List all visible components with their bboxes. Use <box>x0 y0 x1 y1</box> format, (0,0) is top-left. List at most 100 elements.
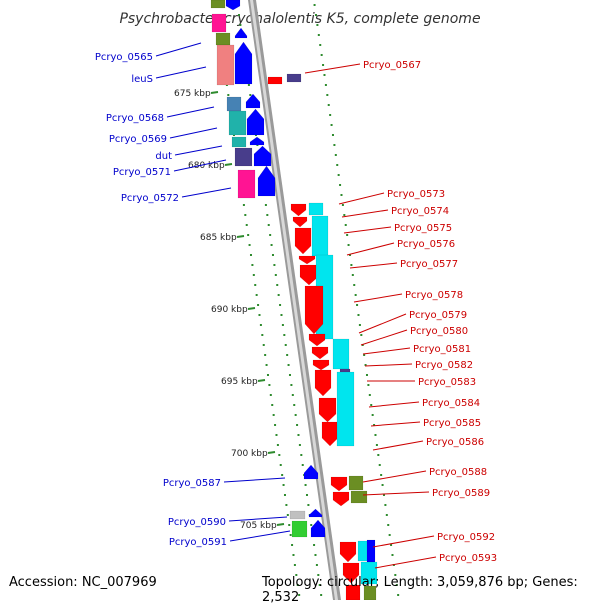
callout-line <box>364 363 413 367</box>
tick-dot <box>285 504 288 506</box>
tick-dot <box>289 534 292 536</box>
kbp-label: 685 kbp <box>200 233 237 243</box>
tick-dot <box>341 204 344 206</box>
tick-dot <box>340 194 343 196</box>
gene-feature <box>216 44 235 86</box>
accession-text: Accession: NC_007969 <box>9 575 157 590</box>
tick-dot <box>249 94 252 96</box>
tick-dot <box>327 104 330 106</box>
callout-line <box>360 329 408 346</box>
callout-line <box>338 192 385 205</box>
gene-feature <box>226 96 242 112</box>
tick-dot <box>295 574 298 576</box>
tick-dot <box>326 94 329 96</box>
tick-dot <box>266 374 269 376</box>
gene-label: Pcryo_0589 <box>432 488 490 499</box>
callout-line <box>166 106 215 118</box>
tick-dot <box>337 174 340 176</box>
tick-dot <box>281 324 284 326</box>
tick-dot <box>265 364 268 366</box>
gene-feature <box>291 520 308 538</box>
tick-dot <box>324 84 327 86</box>
kbp-tick <box>236 235 245 238</box>
gene-label: Pcryo_0588 <box>429 467 487 478</box>
tick-dot <box>391 554 394 556</box>
gene-feature <box>336 371 355 447</box>
kbp-tick <box>267 451 276 454</box>
tick-dot <box>307 504 310 506</box>
gene-features <box>210 0 378 600</box>
gene-feature <box>303 464 319 480</box>
position-labels: 675 kbp 680 kbp 685 kbp 690 kbp 695 kbp 700 k… <box>174 89 285 531</box>
tick-dot <box>333 144 336 146</box>
tick-dot <box>336 164 339 166</box>
tick-dot <box>301 464 304 466</box>
tick-dot <box>314 554 317 556</box>
tick-dot <box>296 424 299 426</box>
tick-dot <box>384 504 387 506</box>
tick-dot <box>310 524 313 526</box>
gene-feature <box>298 255 316 265</box>
tick-dot <box>353 284 356 286</box>
tick-dot <box>271 254 274 256</box>
tick-dot <box>248 244 251 246</box>
tick-dot <box>239 24 242 26</box>
tick-dot <box>346 234 349 236</box>
tick-dot <box>373 424 376 426</box>
callout-line <box>362 347 411 355</box>
tick-dot <box>370 404 373 406</box>
tick-dot <box>331 134 334 136</box>
tick-dot <box>354 294 357 296</box>
gene-label: Pcryo_0572 <box>121 193 179 204</box>
tick-dot <box>367 384 370 386</box>
gene-label: Pcryo_0587 <box>163 478 221 489</box>
kbp-tick <box>247 307 256 310</box>
tick-dot <box>274 424 277 426</box>
gene-label: Pcryo_0590 <box>168 517 226 528</box>
gene-feature <box>299 264 319 286</box>
gene-feature <box>312 359 330 371</box>
tick-dot <box>255 294 258 296</box>
gene-label: Pcryo_0582 <box>415 360 473 371</box>
tick-dot <box>283 494 286 496</box>
tick-dot <box>276 444 279 446</box>
gene-feature <box>210 0 226 9</box>
gene-label: Pcryo_0580 <box>410 326 468 337</box>
tick-dot <box>382 494 385 496</box>
gene-label: Pcryo_0569 <box>109 134 167 145</box>
kbp-tick <box>257 379 266 382</box>
gene-label: Pcryo_0578 <box>405 290 463 301</box>
tick-dot <box>251 264 254 266</box>
gene-feature <box>234 41 253 85</box>
gene-feature <box>245 93 261 109</box>
tick-dot <box>280 314 283 316</box>
kbp-tick <box>224 163 233 166</box>
callout-line <box>341 209 389 218</box>
tick-dot <box>374 434 377 436</box>
tick-dot <box>237 14 240 16</box>
tick-dot <box>278 454 281 456</box>
tick-dot <box>371 414 374 416</box>
kbp-tick <box>276 523 285 526</box>
gene-label: Pcryo_0574 <box>391 206 449 217</box>
callout-line <box>173 159 227 172</box>
callout-line <box>304 63 361 74</box>
tick-dot <box>317 34 320 36</box>
gene-feature <box>292 216 308 228</box>
callout-line <box>174 145 223 156</box>
tick-dot <box>358 324 361 326</box>
tick-dot <box>330 124 333 126</box>
tick-dot <box>269 394 272 396</box>
tick-dot <box>360 334 363 336</box>
tick-dot <box>245 224 248 226</box>
gene-label: Pcryo_0571 <box>113 167 171 178</box>
tick-dot <box>377 454 380 456</box>
tick-dot <box>378 464 381 466</box>
gene-feature <box>311 215 329 257</box>
tick-dot <box>305 494 308 496</box>
tick-dot <box>276 284 279 286</box>
callout-line <box>169 127 218 139</box>
tick-dot <box>279 304 282 306</box>
tick-dot <box>316 24 319 26</box>
